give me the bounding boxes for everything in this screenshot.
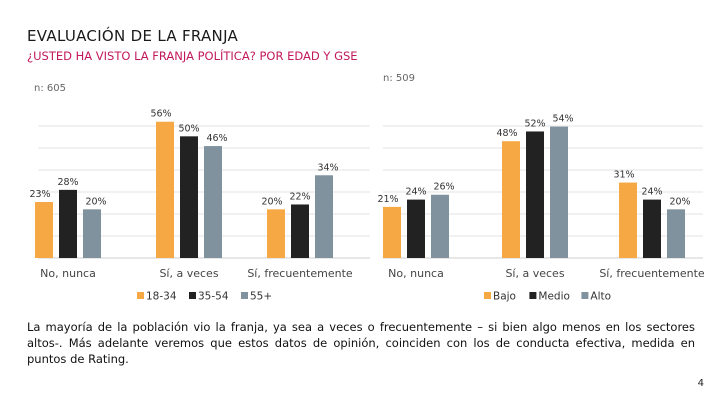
chart-0-sample-size: n: 605	[34, 83, 66, 94]
chart-1-bar	[526, 131, 544, 258]
chart-1-data-label: 21%	[377, 194, 398, 205]
chart-0-legend-label: 35-54	[198, 291, 229, 303]
chart-0-data-label: 50%	[178, 123, 199, 134]
chart-0-legend-label: 55+	[250, 291, 272, 303]
chart-1-bar	[502, 141, 520, 258]
chart-0-legend-swatch	[241, 292, 248, 299]
chart-0-legend-label: 18-34	[146, 291, 177, 303]
chart-0-data-label: 28%	[57, 177, 78, 188]
chart-1-data-label: 31%	[613, 170, 634, 181]
chart-1-legend-label: Alto	[590, 291, 611, 303]
chart-0-bar	[83, 209, 101, 258]
chart-0-data-label: 46%	[206, 133, 227, 144]
chart-1-category-label: Sí, frecuentemente	[599, 267, 705, 280]
chart-0-data-label: 20%	[85, 196, 106, 207]
chart-1-sample-size: n: 509	[383, 73, 415, 84]
chart-1-legend-swatch	[581, 292, 589, 299]
chart-0-bar	[291, 204, 309, 258]
chart-1-bar	[619, 182, 637, 258]
chart-1-data-label: 24%	[405, 187, 426, 198]
page-number: 4	[697, 378, 704, 389]
chart-1-bar	[431, 194, 449, 258]
chart-0-bar	[59, 189, 77, 258]
chart-0-legend-swatch	[189, 292, 196, 299]
chart-1-legend-label: Medio	[538, 291, 570, 303]
chart-0-data-label: 34%	[317, 162, 338, 173]
chart-1-legend-swatch	[484, 292, 491, 299]
chart-0-category-label: Sí, a veces	[159, 267, 218, 280]
chart-1-data-label: 24%	[641, 187, 662, 198]
chart-0-bar	[156, 121, 174, 258]
page-title: EVALUACIÓN DE LA FRANJA	[27, 27, 239, 45]
chart-0-data-label: 23%	[29, 189, 50, 200]
chart-1-data-label: 20%	[669, 196, 690, 207]
chart-1-data-label: 52%	[524, 118, 545, 129]
chart-0-bar	[315, 175, 333, 258]
chart-0-data-label: 22%	[289, 191, 310, 202]
chart-1-data-label: 54%	[552, 114, 573, 125]
chart-1-bar	[383, 206, 401, 258]
chart-1-category-label: Sí, a veces	[505, 267, 564, 280]
chart-1-data-label: 48%	[496, 128, 517, 139]
chart-1-bar	[667, 209, 685, 258]
chart-1-bar	[407, 199, 425, 258]
summary-paragraph: La mayoría de la población vio la franja…	[27, 320, 695, 366]
chart-0-category-label: No, nunca	[40, 267, 96, 280]
chart-1-bar	[550, 126, 568, 258]
chart-0-bar	[204, 146, 222, 258]
chart-1-legend-label: Bajo	[493, 291, 516, 303]
chart-0-bar	[267, 209, 285, 258]
chart-0-category-label: Sí, frecuentemente	[247, 267, 353, 280]
chart-0-data-label: 56%	[150, 109, 171, 120]
chart-0-data-label: 20%	[261, 196, 282, 207]
chart-1-data-label: 26%	[433, 182, 454, 193]
chart-0-legend-swatch	[137, 292, 144, 299]
chart-1-legend-swatch	[529, 292, 537, 299]
page-subtitle: ¿USTED HA VISTO LA FRANJA POLÍTICA? POR …	[27, 49, 358, 63]
chart-0-bar	[35, 202, 53, 258]
chart-0-bar	[180, 136, 198, 258]
charts-canvas: n: 605 23% 28% 20% No, nunca 56% 50% 46% Sí, a v…	[29, 73, 705, 303]
chart-1-bar	[643, 199, 661, 258]
chart-1-category-label: No, nunca	[388, 267, 444, 280]
